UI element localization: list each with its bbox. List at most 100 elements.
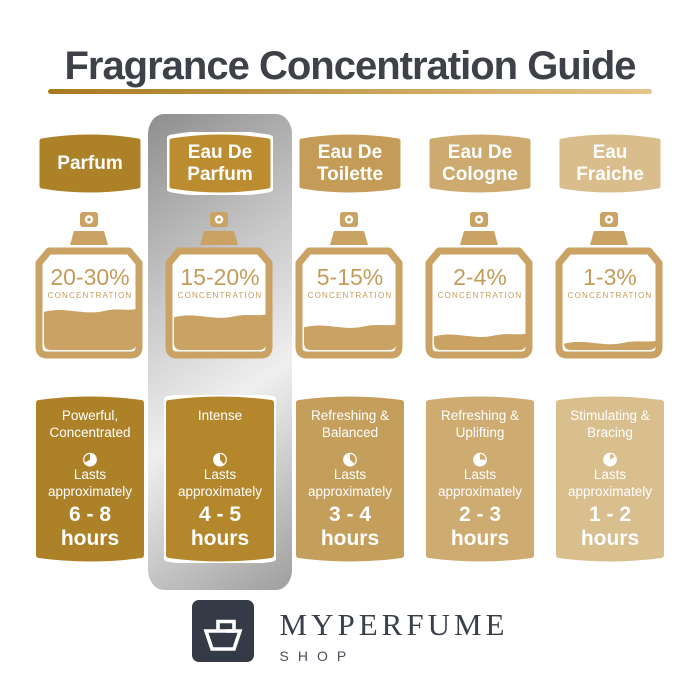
category-tab: Parfum — [37, 132, 143, 195]
card-shape — [36, 396, 144, 562]
clock-pie-icon — [343, 452, 357, 467]
bottle-cap — [590, 231, 628, 245]
tab-shape — [165, 130, 275, 197]
character-description: Stimulating & Bracing — [570, 408, 650, 440]
duration-hours: 6 - 8 hours — [60, 503, 120, 550]
category-tab: Eau Fraiche — [557, 132, 663, 195]
concentration-text-block: 15-20% CONCENTRATION — [161, 266, 279, 300]
concentration-text-block: 5-15% CONCENTRATION — [291, 266, 409, 300]
concentration-label: CONCENTRATION — [437, 291, 523, 300]
perfume-bottle-icon: 20-30% CONCENTRATION — [31, 211, 149, 359]
tab-shape — [559, 134, 661, 193]
concentration-percent: 20-30% — [50, 264, 130, 290]
duration-hours: 1 - 2 hours — [580, 503, 640, 550]
duration-card: Stimulating & Bracing Lasts approximatel… — [554, 395, 666, 563]
bottle-cap — [460, 231, 498, 245]
bottle-cap — [70, 231, 108, 245]
lasts-label: Lasts approximately — [177, 467, 263, 500]
spray-bottle-graphic — [555, 212, 663, 359]
card-shape — [296, 396, 404, 562]
lasts-label: Lasts approximately — [307, 467, 393, 500]
category-tab-label: Eau De Toilette — [316, 141, 384, 185]
duration-hours: 3 - 4 hours — [320, 503, 380, 550]
fragrance-column: Eau De Cologne 2-4% CONCENTRATION — [419, 112, 541, 563]
brand-footer: MYPERFUME SHOP — [0, 600, 700, 664]
concentration-percent: 15-20% — [180, 264, 260, 290]
page-title: Fragrance Concentration Guide — [64, 44, 636, 88]
concentration-label: CONCENTRATION — [177, 291, 263, 300]
character-description: Powerful, Concentrated — [49, 408, 131, 440]
duration-card: Refreshing & Balanced Lasts approximatel… — [294, 395, 406, 563]
duration-hours: 2 - 3 hours — [450, 503, 510, 550]
bottle-body — [555, 247, 663, 359]
brand-name: MYPERFUME — [279, 607, 509, 642]
duration-hours: 4 - 5 hours — [190, 503, 250, 550]
duration-card-content: Intense Lasts approximately 4 - 5 hours — [164, 395, 276, 563]
liquid-fill — [44, 308, 136, 350]
duration-card: Intense Lasts approximately 4 - 5 hours — [162, 392, 278, 566]
fragrance-column: Eau De Toilette 5-15% CONCENTRATION — [289, 112, 411, 563]
character-description: Refreshing & Uplifting — [440, 408, 520, 440]
category-tab-label: Eau Fraiche — [576, 141, 644, 185]
duration-card-content: Refreshing & Uplifting Lasts approximate… — [424, 395, 536, 563]
duration-card-content: Powerful, Concentrated Lasts approximate… — [34, 395, 146, 563]
perfume-bottle-icon: 5-15% CONCENTRATION — [291, 211, 409, 359]
lasts-label: Lasts approximately — [437, 467, 523, 500]
card-shape — [162, 392, 278, 566]
concentration-label: CONCENTRATION — [47, 291, 133, 300]
tab-shape — [299, 134, 401, 193]
fragrance-columns: Parfum 20-30% CONCENTRATION Power — [0, 112, 700, 590]
duration-card: Refreshing & Uplifting Lasts approximate… — [424, 395, 536, 563]
clock-pie-icon — [603, 452, 617, 467]
category-tab-label: Parfum — [57, 152, 123, 174]
title-underline — [48, 89, 652, 94]
spray-bottle-graphic — [165, 212, 273, 359]
perfume-bottle-icon: 1-3% CONCENTRATION — [551, 211, 669, 359]
concentration-text-block: 2-4% CONCENTRATION — [421, 266, 539, 300]
clock-pie-icon — [213, 452, 227, 467]
category-tab-label: Eau De Parfum — [187, 141, 253, 185]
category-tab-label: Eau De Cologne — [442, 141, 518, 185]
fragrance-column: Parfum 20-30% CONCENTRATION Power — [29, 112, 151, 563]
duration-card-content: Refreshing & Balanced Lasts approximatel… — [294, 395, 406, 563]
concentration-percent: 5-15% — [316, 264, 384, 290]
concentration-text-block: 1-3% CONCENTRATION — [551, 266, 669, 300]
clock-pie-icon — [473, 452, 487, 467]
bottle-body — [425, 247, 533, 359]
concentration-percent: 1-3% — [583, 264, 637, 290]
concentration-text-block: 20-30% CONCENTRATION — [31, 266, 149, 300]
card-shape — [556, 396, 664, 562]
bottle-cap — [200, 231, 238, 245]
liquid-fill — [434, 333, 526, 350]
perfume-shop-logo-icon — [191, 600, 254, 662]
card-shape — [426, 396, 534, 562]
spray-bottle-graphic — [35, 212, 143, 359]
tab-shape — [39, 134, 141, 193]
brand-subtitle: SHOP — [279, 648, 356, 664]
brand-text-block: MYPERFUME SHOP — [280, 600, 509, 664]
duration-card: Powerful, Concentrated Lasts approximate… — [34, 395, 146, 563]
perfume-bottle-icon: 2-4% CONCENTRATION — [421, 211, 539, 359]
bottle-cap — [330, 231, 368, 245]
character-description: Refreshing & Balanced — [310, 408, 390, 440]
category-tab: Eau De Parfum — [165, 130, 275, 197]
fragrance-column: Eau Fraiche 1-3% CONCENTRATION St — [549, 112, 671, 563]
lasts-label: Lasts approximately — [47, 467, 133, 500]
tab-shape — [429, 134, 531, 193]
category-tab: Eau De Toilette — [297, 132, 403, 195]
spray-bottle-graphic — [295, 212, 403, 359]
concentration-label: CONCENTRATION — [567, 291, 653, 300]
lasts-label: Lasts approximately — [567, 467, 653, 500]
concentration-percent: 2-4% — [453, 264, 507, 290]
liquid-fill — [304, 324, 396, 350]
liquid-fill — [564, 340, 656, 350]
clock-pie-icon — [83, 452, 97, 467]
character-description: Intense — [197, 408, 243, 423]
concentration-label: CONCENTRATION — [307, 291, 393, 300]
fragrance-column: Eau De Parfum 15-20% CONCENTRATION — [148, 112, 292, 590]
liquid-fill — [174, 314, 266, 350]
category-tab: Eau De Cologne — [427, 132, 533, 195]
duration-card-content: Stimulating & Bracing Lasts approximatel… — [554, 395, 666, 563]
perfume-bottle-icon: 15-20% CONCENTRATION — [161, 211, 279, 359]
